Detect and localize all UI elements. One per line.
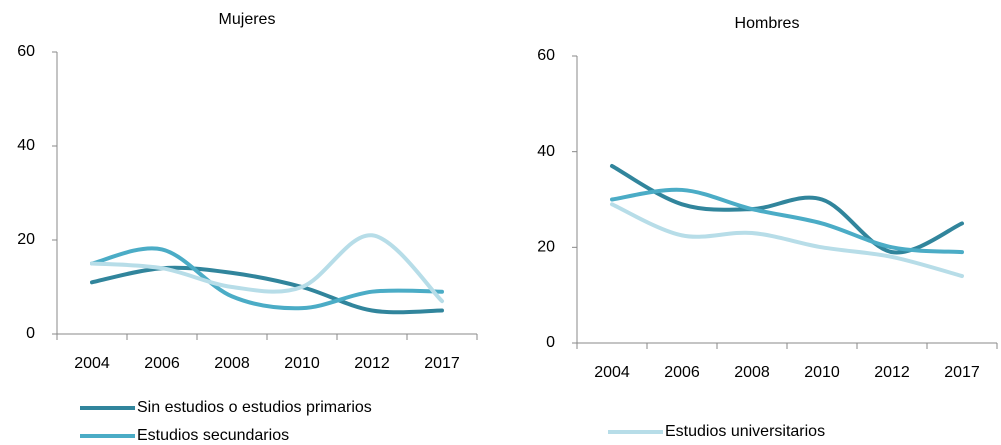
x-tick-label: 2006 <box>664 364 700 381</box>
x-tick-label: 2010 <box>284 355 320 372</box>
y-tick-label: 60 <box>17 43 35 60</box>
x-tick-label: 2012 <box>874 364 910 381</box>
y-tick-label: 20 <box>17 231 35 248</box>
series-line <box>610 187 964 255</box>
x-tick-label: 2010 <box>804 364 840 381</box>
x-tick-label: 2017 <box>424 355 460 372</box>
x-tick-label: 2008 <box>734 364 770 381</box>
x-tick-label: 2008 <box>214 355 250 372</box>
series-line <box>90 246 444 311</box>
legend-label: Estudios universitarios <box>665 423 825 440</box>
y-tick-label: 40 <box>537 143 555 160</box>
legend-label: Estudios secundarios <box>137 427 289 444</box>
x-tick-label: 2017 <box>944 364 980 381</box>
y-tick-label: 20 <box>537 239 555 256</box>
series-line <box>610 202 964 279</box>
y-tick-label: 60 <box>537 47 555 64</box>
series-line <box>610 164 964 255</box>
y-tick-label: 0 <box>26 325 35 342</box>
x-tick-label: 2012 <box>354 355 390 372</box>
legend-label: Sin estudios o estudios primarios <box>137 399 372 416</box>
x-tick-label: 2004 <box>594 364 630 381</box>
x-tick-label: 2004 <box>74 355 110 372</box>
chart-title: Mujeres <box>219 11 276 28</box>
y-tick-label: 40 <box>17 137 35 154</box>
y-tick-label: 0 <box>546 334 555 351</box>
chart-title: Hombres <box>735 15 800 32</box>
x-tick-label: 2006 <box>144 355 180 372</box>
series-line <box>90 233 444 304</box>
